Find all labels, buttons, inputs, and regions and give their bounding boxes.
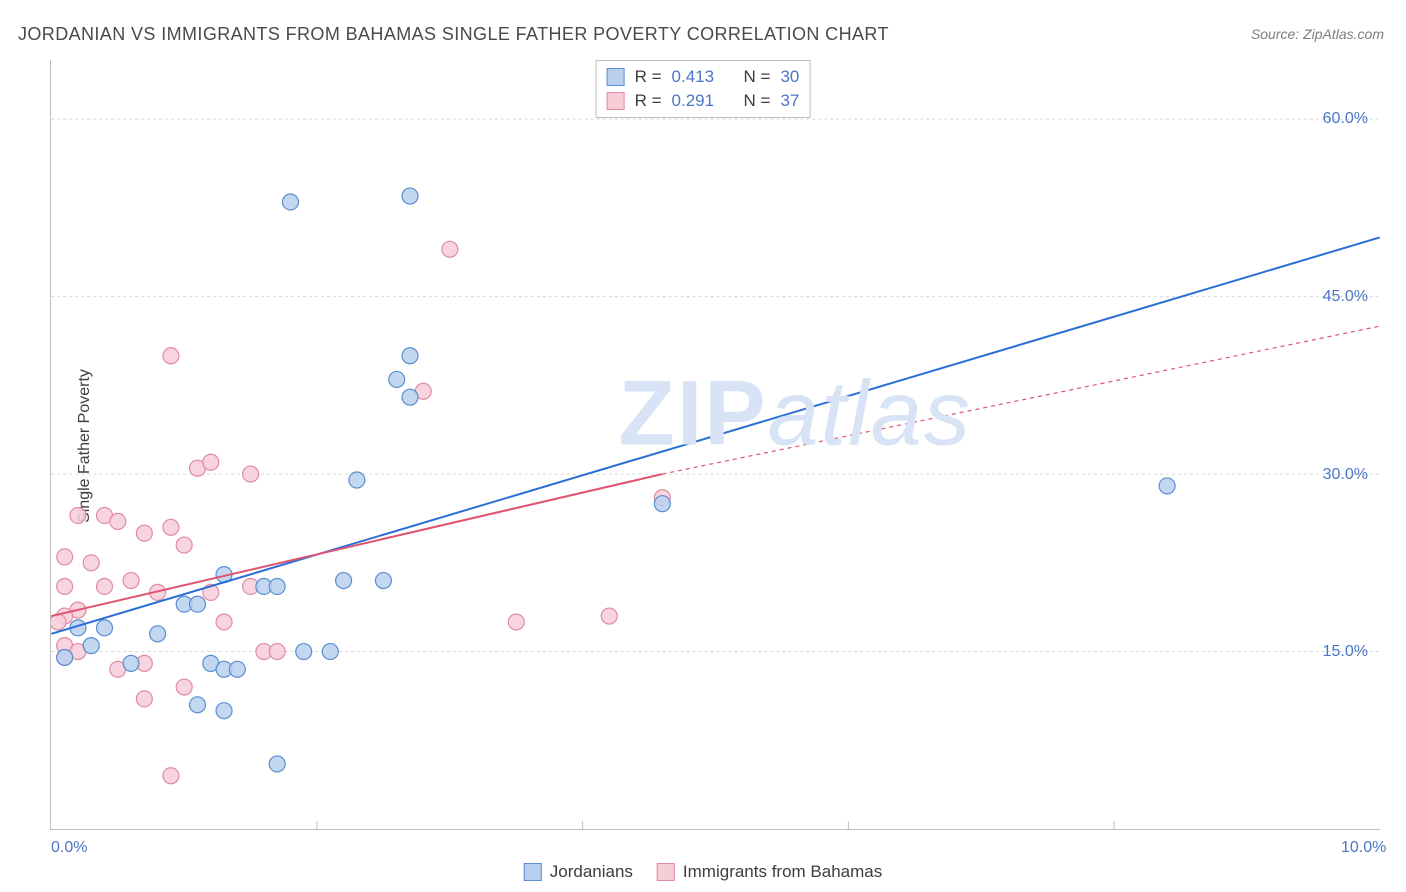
legend-item-series-1: Immigrants from Bahamas: [657, 862, 882, 882]
r-label: R =: [635, 67, 662, 87]
legend-label-series-1: Immigrants from Bahamas: [683, 862, 882, 882]
chart-title: JORDANIAN VS IMMIGRANTS FROM BAHAMAS SIN…: [18, 24, 889, 45]
plot-area: ZIPatlas 15.0%30.0%45.0%60.0%0.0%10.0%: [50, 60, 1380, 830]
x-tick-label: 10.0%: [1341, 839, 1386, 857]
legend-correlation: R = 0.413 N = 30 R = 0.291 N = 37: [596, 60, 811, 118]
y-tick-label: 30.0%: [1323, 466, 1368, 484]
x-tick-label: 0.0%: [51, 839, 87, 857]
legend-swatch-bottom-0: [524, 863, 542, 881]
n-value-series-1: 37: [780, 91, 799, 111]
legend-row-series-0: R = 0.413 N = 30: [607, 65, 800, 89]
y-tick-label: 60.0%: [1323, 110, 1368, 128]
y-tick-label: 45.0%: [1323, 288, 1368, 306]
n-label: N =: [744, 67, 771, 87]
legend-series: Jordanians Immigrants from Bahamas: [524, 862, 883, 882]
r-value-series-1: 0.291: [672, 91, 715, 111]
legend-item-series-0: Jordanians: [524, 862, 633, 882]
y-tick-label: 15.0%: [1323, 643, 1368, 661]
source-attribution: Source: ZipAtlas.com: [1251, 26, 1384, 42]
legend-swatch-series-0: [607, 68, 625, 86]
legend-swatch-bottom-1: [657, 863, 675, 881]
legend-swatch-series-1: [607, 92, 625, 110]
n-value-series-0: 30: [780, 67, 799, 87]
legend-row-series-1: R = 0.291 N = 37: [607, 89, 800, 113]
r-label: R =: [635, 91, 662, 111]
scatter-chart-svg: [51, 60, 1380, 829]
n-label: N =: [744, 91, 771, 111]
r-value-series-0: 0.413: [672, 67, 715, 87]
legend-label-series-0: Jordanians: [550, 862, 633, 882]
